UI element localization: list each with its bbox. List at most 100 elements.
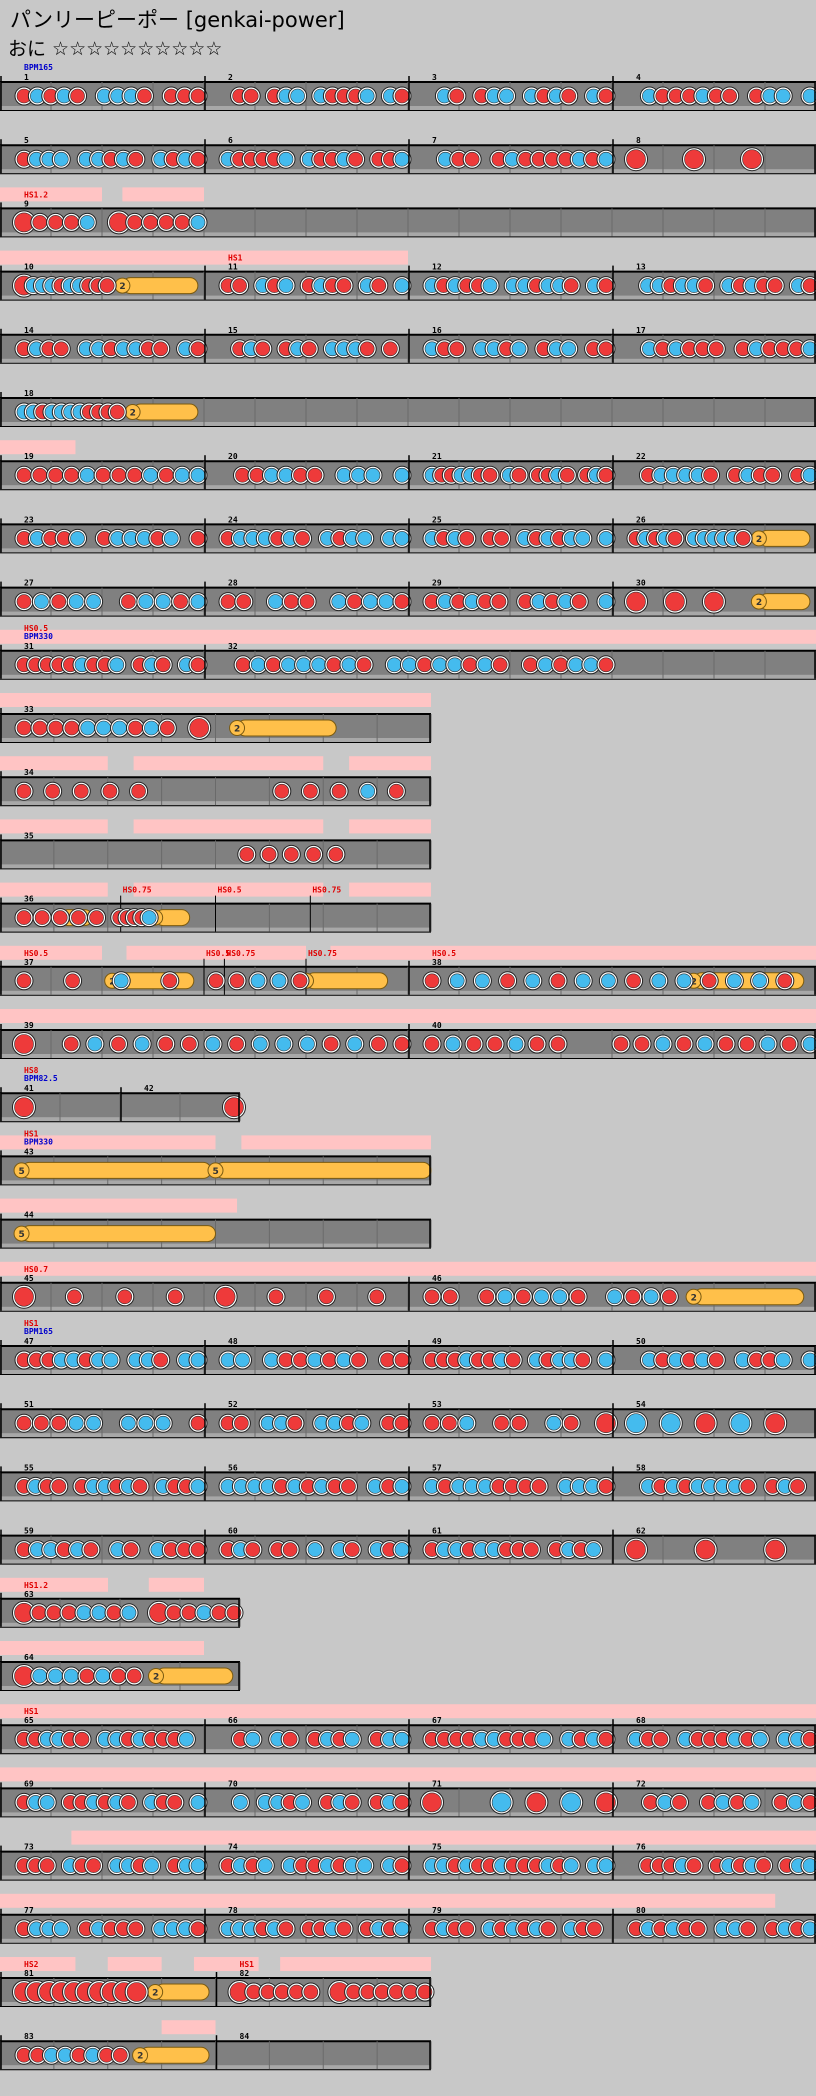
don-note bbox=[121, 594, 136, 609]
scroll-speed-label: HS1 bbox=[228, 254, 243, 263]
scroll-speed-band bbox=[107, 1957, 162, 1971]
measure-number: 74 bbox=[228, 1843, 238, 1852]
measure-number: 17 bbox=[636, 326, 646, 335]
don-note bbox=[255, 341, 271, 357]
ka-note bbox=[80, 720, 96, 736]
don-note bbox=[67, 1289, 82, 1305]
ka-note bbox=[715, 1795, 731, 1810]
ka-note bbox=[760, 1036, 776, 1052]
difficulty-stars: おに ☆☆☆☆☆☆☆☆☆☆ bbox=[8, 38, 223, 60]
measure-number: 3 bbox=[432, 73, 437, 82]
measure-number: 43 bbox=[24, 1147, 34, 1156]
don-note bbox=[111, 1036, 126, 1052]
ka-note bbox=[295, 1795, 310, 1810]
don-note bbox=[86, 1858, 101, 1873]
scroll-speed-band bbox=[204, 250, 408, 265]
ka-big-note bbox=[626, 1413, 646, 1433]
don-note bbox=[531, 1479, 547, 1494]
ka-note bbox=[278, 278, 294, 293]
don-note bbox=[424, 1415, 440, 1431]
ka-note bbox=[79, 467, 95, 483]
scroll-speed-band bbox=[349, 756, 431, 771]
don-big-note bbox=[695, 1413, 716, 1433]
ka-note bbox=[394, 531, 410, 546]
don-note bbox=[45, 783, 60, 799]
don-note bbox=[328, 847, 344, 862]
ka-note bbox=[775, 1352, 791, 1368]
ka-note bbox=[103, 1352, 119, 1368]
don-note bbox=[51, 1415, 67, 1431]
don-note bbox=[773, 1795, 789, 1810]
ka-note bbox=[144, 720, 159, 736]
scroll-speed-band bbox=[133, 756, 324, 771]
ka-note bbox=[48, 1668, 63, 1684]
measure-number: 40 bbox=[432, 1021, 442, 1030]
don-note bbox=[322, 1352, 337, 1368]
don-note bbox=[479, 1289, 495, 1305]
ka-note bbox=[575, 973, 591, 989]
don-note bbox=[190, 531, 206, 546]
ka-note bbox=[598, 151, 614, 167]
don-note bbox=[802, 278, 816, 293]
don-note bbox=[158, 1036, 174, 1052]
ka-note bbox=[79, 215, 95, 230]
bpm-label: BPM330 bbox=[24, 632, 53, 641]
don-note bbox=[505, 1352, 521, 1368]
don-note bbox=[174, 215, 190, 230]
drumroll-bar bbox=[154, 1983, 210, 2001]
don-note bbox=[459, 531, 475, 546]
scroll-speed-label: HS1.2 bbox=[24, 1581, 48, 1590]
don-note bbox=[121, 1795, 136, 1810]
don-note bbox=[613, 1036, 629, 1052]
don-note bbox=[781, 1036, 797, 1052]
don-note bbox=[266, 657, 281, 673]
don-note bbox=[394, 88, 410, 104]
scroll-speed-band bbox=[71, 1830, 816, 1845]
don-note bbox=[39, 1858, 55, 1873]
don-note bbox=[653, 1731, 669, 1747]
don-note bbox=[64, 720, 80, 736]
don-note bbox=[261, 847, 277, 862]
ka-note bbox=[278, 467, 294, 483]
don-note bbox=[553, 657, 568, 673]
don-note bbox=[686, 1858, 702, 1873]
drumroll-head bbox=[750, 593, 767, 610]
ka-note bbox=[586, 1542, 601, 1557]
measure-number: 15 bbox=[228, 326, 238, 335]
ka-note bbox=[190, 215, 206, 230]
scroll-speed-label: HS2 bbox=[24, 1960, 39, 1969]
don-note bbox=[369, 1289, 385, 1305]
ka-note bbox=[651, 973, 667, 989]
drumroll-head bbox=[229, 720, 246, 736]
ka-note bbox=[39, 1795, 55, 1810]
measure-number: 39 bbox=[24, 1021, 34, 1030]
don-note bbox=[494, 531, 509, 546]
don-note bbox=[371, 278, 387, 293]
don-note bbox=[563, 278, 579, 293]
ka-note bbox=[196, 1605, 212, 1621]
scroll-speed-label: HS0.5 bbox=[206, 949, 230, 958]
don-note bbox=[127, 215, 143, 230]
don-note bbox=[740, 1921, 756, 1937]
measure-number: 80 bbox=[636, 1906, 646, 1915]
ka-note bbox=[347, 1036, 363, 1052]
don-note bbox=[52, 910, 68, 925]
measure-number: 42 bbox=[144, 1084, 154, 1093]
ka-note bbox=[802, 1921, 816, 1937]
don-note bbox=[126, 1668, 142, 1684]
scroll-speed-label: HS0.5 bbox=[24, 949, 48, 958]
drumroll-head bbox=[13, 1162, 30, 1179]
scroll-speed-label: HS1 bbox=[240, 1960, 255, 1969]
measure-number: 65 bbox=[24, 1716, 34, 1725]
drumroll-bar bbox=[21, 1225, 216, 1243]
ka-note bbox=[190, 1352, 206, 1368]
don-note bbox=[323, 1036, 339, 1052]
measure-number: 5 bbox=[24, 136, 29, 145]
don-note bbox=[802, 1795, 816, 1810]
don-note bbox=[698, 278, 713, 293]
ka-note bbox=[296, 657, 311, 673]
scroll-speed-band bbox=[349, 882, 431, 897]
don-note bbox=[274, 783, 290, 799]
don-note bbox=[190, 1542, 206, 1557]
ka-note bbox=[508, 1036, 524, 1052]
